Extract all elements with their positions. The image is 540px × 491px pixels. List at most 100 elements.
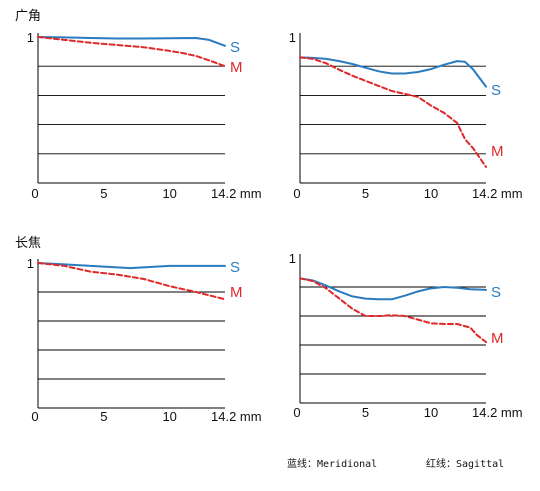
- series-S-point: [143, 38, 144, 39]
- series-S-point: [365, 67, 366, 68]
- series-S-point: [378, 299, 379, 300]
- series-S-label: S: [491, 82, 501, 99]
- y-tick-label: 1: [27, 30, 34, 45]
- series-M-point: [404, 93, 405, 94]
- series-S-point: [352, 63, 353, 64]
- series-S-point: [417, 71, 418, 72]
- series-S-label: S: [230, 259, 240, 276]
- series-M-point: [430, 105, 431, 106]
- series-M-label: M: [491, 330, 504, 347]
- series-M-point: [457, 123, 458, 124]
- series-M-point: [326, 63, 327, 64]
- series-M-point: [472, 147, 473, 148]
- series-M-point: [470, 327, 471, 328]
- series-S-point: [378, 71, 379, 72]
- series-S-line: [299, 56, 487, 88]
- series-M-point: [37, 262, 38, 263]
- series-M-point: [37, 36, 38, 37]
- series-M-point: [476, 334, 477, 335]
- series-S-line: [299, 277, 487, 301]
- series-S-point: [417, 291, 418, 292]
- series-S-point: [224, 265, 225, 266]
- series-S-point: [352, 296, 353, 297]
- series-S-point: [195, 37, 196, 38]
- x-tick-label: 0: [31, 409, 38, 424]
- series-S-point: [464, 61, 465, 62]
- series-S-point: [209, 39, 210, 40]
- series-S-point: [116, 38, 117, 39]
- series-S-point: [339, 291, 340, 292]
- series-S-point: [404, 73, 405, 74]
- series-S-point: [116, 267, 117, 268]
- x-tick-label: 0: [293, 405, 300, 420]
- heading-tele: 长焦: [15, 236, 41, 251]
- x-tick-label: 10: [424, 405, 438, 420]
- series-M-point: [169, 286, 170, 287]
- series-M-point: [417, 319, 418, 320]
- x-tick-label: 14.2 mm: [472, 405, 523, 420]
- y-tick-label: 1: [289, 30, 296, 45]
- series-M-point: [339, 69, 340, 70]
- x-tick-label: 5: [362, 186, 369, 201]
- series-M-point: [457, 323, 458, 324]
- x-tick-label: 5: [100, 409, 107, 424]
- series-M-point: [299, 57, 300, 58]
- series-M-point: [209, 60, 210, 61]
- series-S-point: [143, 267, 144, 268]
- series-M-point: [417, 96, 418, 97]
- series-S-point: [404, 295, 405, 296]
- series-M-point: [464, 139, 465, 140]
- series-M-point: [143, 47, 144, 48]
- x-tick-label: 10: [162, 186, 176, 201]
- series-M-point: [312, 58, 313, 59]
- series-M-point: [443, 112, 444, 113]
- series-S-point: [224, 45, 225, 46]
- series-M-point: [224, 299, 225, 300]
- series-S-point: [90, 265, 91, 266]
- series-S-point: [485, 289, 486, 290]
- series-M-label: M: [230, 284, 243, 301]
- x-tick-label: 14.2 mm: [472, 186, 523, 201]
- series-M-point: [116, 44, 117, 45]
- series-M-line: [37, 262, 226, 301]
- heading-wide: 广角: [15, 9, 41, 24]
- series-M-line: [299, 277, 487, 344]
- series-S-point: [326, 285, 327, 286]
- series-M-point: [404, 315, 405, 316]
- y-tick-label: 1: [289, 251, 296, 266]
- series-S-point: [457, 287, 458, 288]
- series-S-point: [326, 58, 327, 59]
- x-tick-label: 10: [162, 409, 176, 424]
- series-M-point: [485, 342, 486, 343]
- series-S-line: [37, 36, 226, 47]
- series-S-point: [169, 38, 170, 39]
- series-S-point: [472, 69, 473, 70]
- series-M-point: [378, 85, 379, 86]
- series-S-point: [90, 37, 91, 38]
- series-M-point: [64, 39, 65, 40]
- series-M-label: M: [491, 143, 504, 160]
- x-tick-label: 14.2 mm: [211, 186, 262, 201]
- x-tick-label: 0: [31, 186, 38, 201]
- x-tick-label: 5: [100, 186, 107, 201]
- series-M-point: [365, 315, 366, 316]
- series-S-point: [365, 298, 366, 299]
- series-S-line: [37, 262, 226, 270]
- series-S-point: [391, 73, 392, 74]
- series-M-line: [37, 36, 226, 68]
- series-M-point: [182, 52, 183, 53]
- x-tick-label: 10: [424, 186, 438, 201]
- series-M-point: [312, 281, 313, 282]
- series-S-label: S: [491, 284, 501, 301]
- series-M-point: [391, 315, 392, 316]
- series-M-point: [169, 50, 170, 51]
- series-M-point: [391, 90, 392, 91]
- series-M-point: [339, 298, 340, 299]
- series-M-point: [143, 278, 144, 279]
- series-M-point: [195, 291, 196, 292]
- x-tick-label: 0: [293, 186, 300, 201]
